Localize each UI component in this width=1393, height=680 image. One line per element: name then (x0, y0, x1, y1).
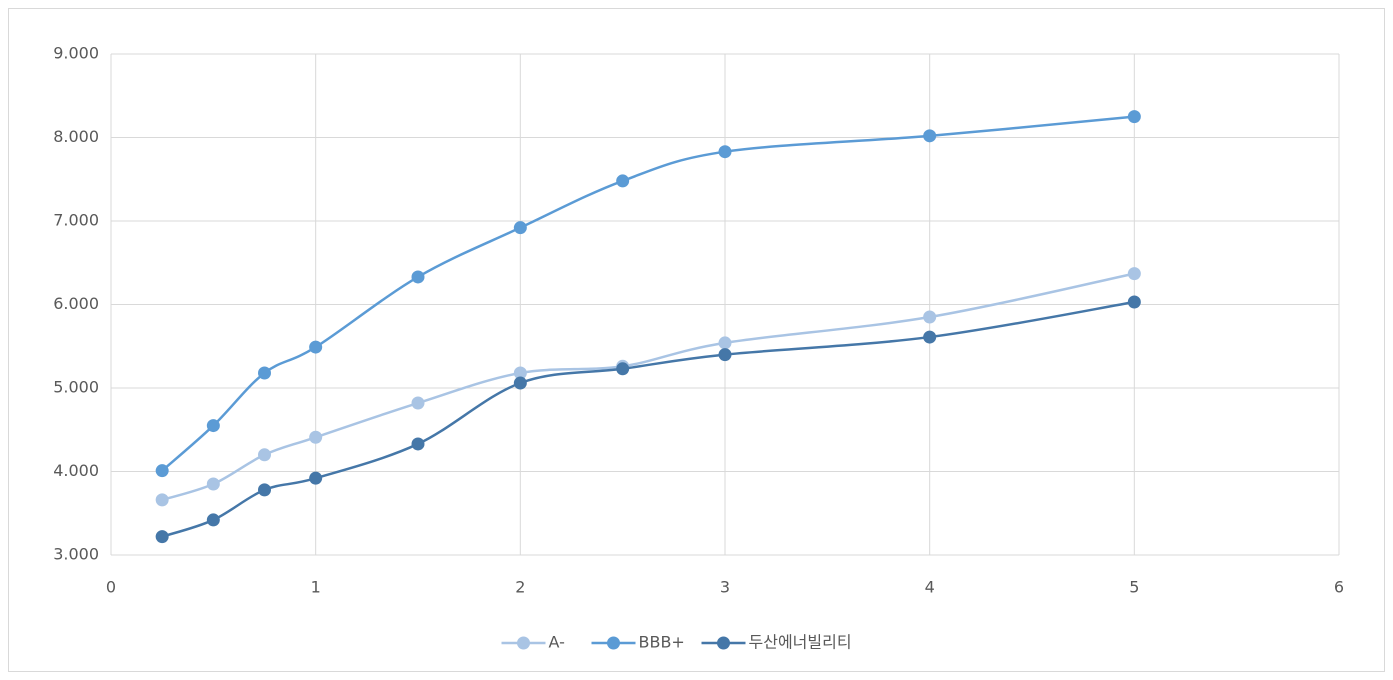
y-tick-label: 7.000 (53, 211, 99, 230)
legend-marker (517, 636, 530, 650)
data-point (309, 340, 323, 354)
data-point (155, 464, 169, 478)
data-point (206, 419, 220, 433)
data-point (923, 310, 937, 324)
x-tick-label: 0 (106, 578, 116, 597)
x-tick-label: 4 (925, 578, 935, 597)
data-point (155, 493, 169, 507)
x-tick-label: 2 (515, 578, 525, 597)
data-point (258, 448, 271, 462)
x-tick-label: 3 (720, 578, 730, 597)
y-tick-label: 8.000 (53, 127, 99, 146)
y-tick-label: 3.000 (53, 545, 99, 564)
y-tick-label: 6.000 (53, 294, 99, 313)
x-tick-label: 1 (311, 578, 321, 597)
data-point (923, 129, 937, 143)
data-point (718, 336, 732, 350)
data-point (513, 221, 527, 235)
chart-frame (8, 8, 1385, 672)
data-point (1127, 295, 1141, 309)
data-point (206, 513, 220, 527)
data-point (1127, 267, 1141, 281)
data-point (309, 430, 323, 444)
data-point (411, 396, 425, 410)
data-point (155, 530, 169, 544)
legend-marker (607, 636, 620, 650)
data-point (718, 145, 732, 159)
y-tick-label: 4.000 (53, 461, 99, 480)
data-point (411, 270, 425, 284)
data-point (616, 362, 630, 376)
legend-label: 두산에너빌리티 (749, 633, 852, 652)
legend-label: BBB+ (639, 633, 685, 652)
data-point (206, 477, 220, 491)
data-point (923, 330, 937, 344)
data-point (258, 483, 271, 497)
legend-label: A- (549, 633, 565, 652)
data-point (411, 437, 425, 451)
y-tick-label: 9.000 (53, 44, 99, 63)
data-point (513, 376, 527, 390)
data-point (309, 471, 323, 485)
data-point (718, 348, 732, 362)
x-tick-label: 5 (1129, 578, 1139, 597)
y-tick-label: 5.000 (53, 378, 99, 397)
legend-marker (717, 636, 730, 650)
data-point (513, 366, 527, 380)
data-point (1127, 110, 1141, 124)
data-point (258, 366, 271, 380)
x-tick-label: 6 (1334, 578, 1344, 597)
data-point (616, 174, 630, 188)
